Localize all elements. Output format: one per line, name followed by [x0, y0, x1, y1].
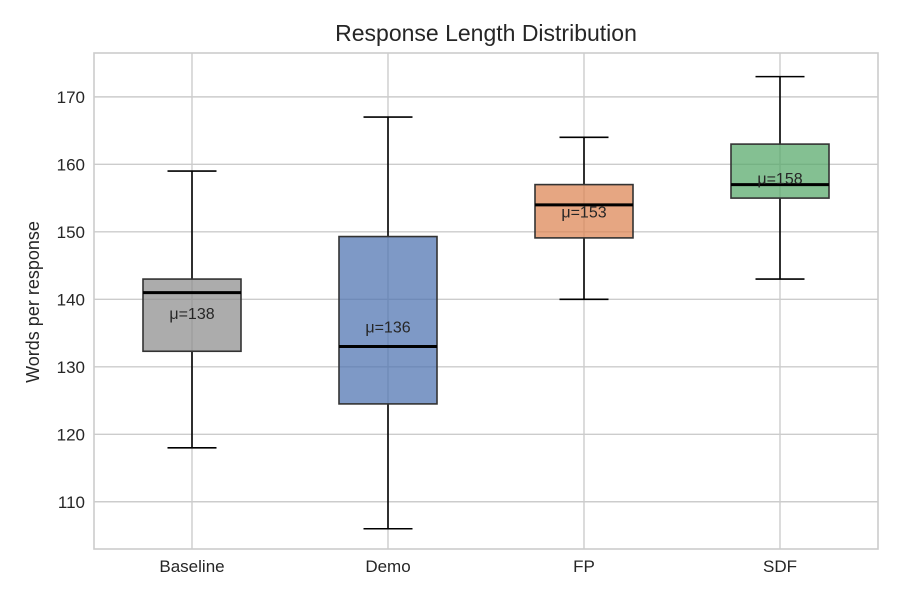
x-tick-label: Demo [365, 557, 410, 576]
box-group-sdf: μ=158 [730, 75, 830, 280]
x-tick-label: FP [573, 557, 595, 576]
mean-label: μ=136 [365, 319, 410, 336]
x-tick-label: Baseline [159, 557, 224, 576]
y-tick-label: 160 [57, 155, 85, 174]
y-tick-label: 140 [57, 290, 85, 309]
box-group-demo: μ=136 [338, 116, 438, 530]
plot-frame [93, 52, 879, 550]
y-tick-label: 150 [57, 223, 85, 242]
iqr-box [338, 235, 438, 405]
tick-layer: 110 120 130 140 150 160 170 Baseline Demo FP SDF [57, 88, 797, 576]
y-tick-label: 170 [57, 88, 85, 107]
y-tick-label: 130 [57, 358, 85, 377]
box-group-fp: μ=153 [534, 136, 634, 301]
iqr-box [730, 143, 830, 199]
chart-title: Response Length Distribution [335, 20, 637, 46]
mean-label: μ=153 [561, 205, 606, 222]
mean-label: μ=138 [169, 306, 214, 323]
x-tick-label: SDF [763, 557, 797, 576]
mean-label: μ=158 [757, 171, 802, 188]
y-axis-label: Words per response [23, 221, 43, 383]
y-tick-label: 120 [57, 425, 85, 444]
box-layer: μ=138 μ=136 μ=153 μ=158 [142, 75, 830, 530]
box-group-baseline: μ=138 [142, 170, 242, 449]
y-tick-label: 110 [58, 493, 85, 512]
iqr-box [534, 183, 634, 239]
